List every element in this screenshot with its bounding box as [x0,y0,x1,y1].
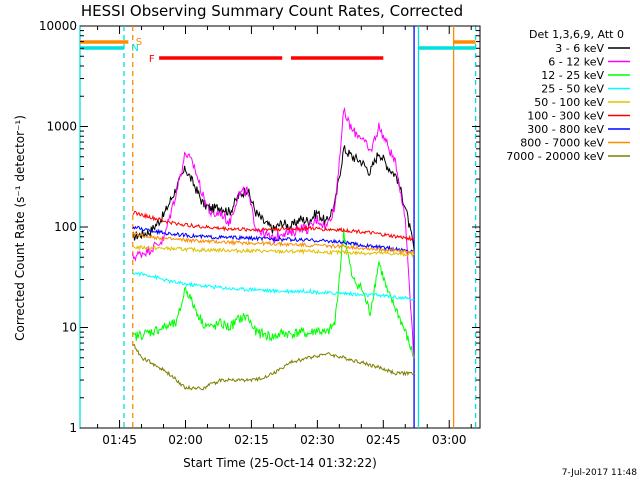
x-tick-label: 02:45 [366,433,401,447]
x-tick-label: 01:45 [102,433,137,447]
y-tick-label: 100 [54,220,77,234]
plot-frame [79,25,481,429]
legend-label: 12 - 25 keV [541,69,604,82]
legend-label: 6 - 12 keV [548,56,604,69]
series-line-5 [132,244,415,259]
flag-label-S: S [136,37,142,48]
legend-label: 800 - 7000 keV [520,137,604,150]
x-tick-label: 02:00 [168,433,203,447]
x-axis-label: Start Time (25-Oct-14 01:32:22) [183,456,377,470]
y-tick-label: 10000 [39,19,77,33]
series-line-9 [132,343,415,391]
legend-label: 50 - 100 keV [534,96,604,109]
timestamp: 7-Jul-2017 11:48 [562,468,638,478]
series-line-2 [132,106,415,358]
x-tick-label: 03:00 [432,433,467,447]
series-line-3 [132,230,415,359]
series-line-4 [132,270,415,301]
legend-header: Det 1,3,6,9, Att 0 [529,28,624,41]
x-tick-label: 02:15 [234,433,269,447]
series-line-8 [132,231,415,255]
legend-label: 100 - 300 keV [527,110,604,123]
series-line-7 [132,225,415,254]
series-line-1 [132,145,415,250]
legend-label: 300 - 800 keV [527,123,604,136]
x-tick-label: 02:30 [300,433,335,447]
y-tick-label: 1000 [46,120,77,134]
legend-label: 7000 - 20000 keV [506,150,604,163]
y-tick-label: 10 [62,321,77,335]
flag-label-F: F [149,54,155,65]
y-axis-label: Corrected Count Rate (s⁻¹ detector⁻¹) [13,115,27,341]
chart-title: HESSI Observing Summary Count Rates, Cor… [81,2,463,20]
y-tick-label: 1 [69,421,77,435]
legend-label: 3 - 6 keV [555,42,604,55]
flag-label-N: N [131,43,138,54]
series-line-6 [132,210,415,242]
legend-label: 25 - 50 keV [541,83,604,96]
